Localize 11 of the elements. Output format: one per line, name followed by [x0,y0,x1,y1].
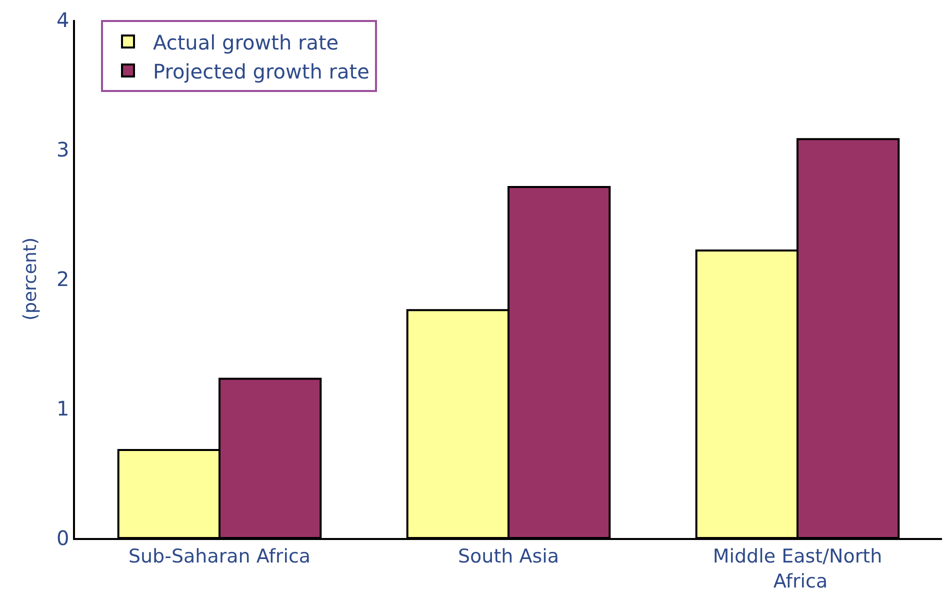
x-tick-label: Sub-Saharan Africa [128,546,311,568]
legend-label: Actual growth rate [153,30,339,54]
legend-label: Projected growth rate [153,59,370,84]
y-tick-label: 4 [56,8,70,32]
x-tick-label: Middle East/North Africa [712,546,882,592]
y-tick-label: 0 [56,526,70,550]
y-tick-label: 1 [56,396,70,420]
y-tick-label: 3 [56,138,70,162]
x-tick-label: South Asia [458,546,560,568]
y-axis-title: (percent) [20,238,42,320]
y-tick-label: 2 [56,267,70,291]
